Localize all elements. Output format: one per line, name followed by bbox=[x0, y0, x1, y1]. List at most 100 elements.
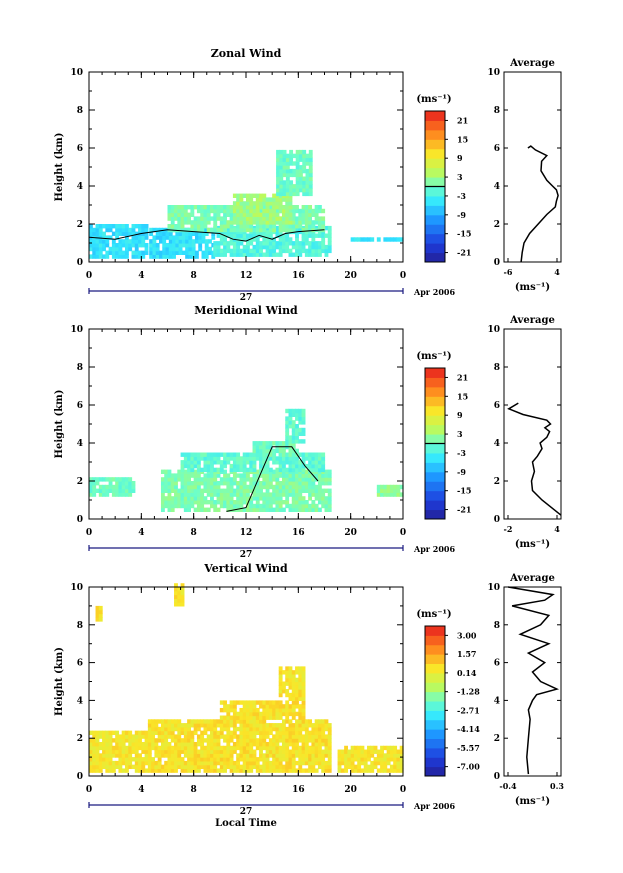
heatmap-cell bbox=[281, 467, 286, 473]
heatmap-cell bbox=[118, 481, 123, 486]
heatmap-cell bbox=[223, 749, 227, 754]
heatmap-cell bbox=[226, 233, 231, 238]
heatmap-cell bbox=[164, 488, 169, 493]
heatmap-cell bbox=[108, 745, 113, 751]
heatmap-cell bbox=[115, 254, 120, 259]
panel-title: Meridional Wind bbox=[194, 304, 298, 317]
heatmap-cell bbox=[278, 715, 283, 720]
heatmap-cell bbox=[272, 227, 277, 233]
heatmap-cell bbox=[281, 473, 286, 478]
heatmap-cell bbox=[255, 745, 260, 751]
heatmap-cell bbox=[190, 757, 195, 762]
heatmap-cell bbox=[167, 216, 172, 221]
heatmap-cell bbox=[164, 768, 169, 773]
heatmap-cell bbox=[255, 715, 260, 720]
heatmap-cell bbox=[298, 696, 303, 701]
heatmap-cell bbox=[210, 452, 214, 457]
heatmap-cell bbox=[288, 673, 293, 679]
heatmap-cell bbox=[301, 670, 306, 675]
heatmap-cell bbox=[276, 153, 280, 159]
heatmap-cell bbox=[301, 431, 306, 436]
heatmap-cell bbox=[298, 157, 303, 162]
heatmap-cell bbox=[196, 738, 201, 743]
heatmap-cell bbox=[191, 243, 196, 248]
heatmap-cell bbox=[111, 745, 116, 751]
average-y-tick-label: 10 bbox=[487, 583, 500, 593]
heatmap-cell bbox=[211, 235, 216, 240]
heatmap-cell bbox=[246, 227, 250, 233]
heatmap-cell bbox=[347, 764, 352, 770]
heatmap-cell bbox=[223, 488, 227, 493]
heatmap-cell bbox=[350, 757, 355, 762]
heatmap-cell bbox=[144, 246, 149, 252]
heatmap-cell bbox=[265, 753, 270, 758]
heatmap-cell bbox=[298, 753, 303, 758]
average-frame bbox=[503, 586, 562, 777]
heatmap-cell bbox=[180, 741, 185, 747]
heatmap-cell bbox=[285, 757, 290, 762]
heatmap-cell bbox=[383, 484, 388, 490]
heatmap-cell bbox=[347, 757, 352, 762]
heatmap-cell bbox=[223, 726, 227, 732]
heatmap-cell bbox=[249, 233, 254, 238]
heatmap-cell bbox=[157, 749, 162, 754]
heatmap-cell bbox=[308, 749, 313, 754]
heatmap-cell bbox=[242, 244, 247, 250]
heatmap-cell bbox=[383, 237, 388, 242]
heatmap-cell bbox=[298, 408, 303, 414]
y-tick-label: 8 bbox=[77, 363, 83, 373]
heatmap-cell bbox=[164, 749, 169, 754]
heatmap-cell bbox=[102, 477, 106, 482]
heatmap-cell bbox=[203, 473, 208, 478]
heatmap-cell bbox=[298, 212, 303, 217]
heatmap-cell bbox=[289, 187, 294, 193]
heatmap-cell bbox=[92, 749, 97, 754]
heatmap-cell bbox=[177, 473, 182, 478]
heatmap-cell bbox=[268, 484, 273, 490]
heatmap-cell bbox=[304, 248, 309, 254]
heatmap-cell bbox=[200, 205, 205, 210]
heatmap-cell bbox=[89, 488, 93, 493]
colorbar-tick-label: 3 bbox=[457, 172, 463, 182]
heatmap-cell bbox=[232, 233, 237, 238]
heatmap-cell bbox=[118, 246, 123, 252]
heatmap-cell bbox=[255, 220, 260, 225]
heatmap-cell bbox=[121, 738, 126, 743]
heatmap-cell bbox=[298, 420, 303, 425]
heatmap-cell bbox=[249, 201, 254, 206]
heatmap-cell bbox=[236, 205, 241, 210]
heatmap-cell bbox=[288, 734, 293, 739]
heatmap-cell bbox=[301, 488, 306, 493]
heatmap-cell bbox=[102, 741, 106, 747]
heatmap-cell bbox=[134, 224, 139, 229]
heatmap-cell bbox=[177, 734, 182, 739]
heatmap-cell bbox=[92, 250, 97, 255]
heatmap-cell bbox=[285, 212, 290, 217]
heatmap-cell bbox=[285, 427, 290, 433]
heatmap-cell bbox=[304, 738, 309, 743]
heatmap-cell bbox=[285, 666, 290, 671]
heatmap-cell bbox=[268, 730, 273, 736]
heatmap-cell bbox=[298, 477, 303, 482]
heatmap-cell bbox=[229, 757, 234, 762]
heatmap-cell bbox=[128, 243, 133, 248]
heatmap-cell bbox=[278, 492, 283, 497]
heatmap-cell bbox=[376, 492, 381, 497]
heatmap-cell bbox=[389, 749, 394, 754]
heatmap-cell bbox=[226, 473, 231, 478]
heatmap-cell bbox=[295, 252, 299, 257]
heatmap-cell bbox=[213, 452, 218, 457]
heatmap-cell bbox=[295, 768, 299, 773]
heatmap-cell bbox=[200, 757, 205, 762]
heatmap-cell bbox=[201, 231, 206, 236]
colorbar-tick-label: -21 bbox=[457, 505, 471, 515]
heatmap-cell bbox=[295, 220, 299, 225]
heatmap-cell bbox=[324, 473, 329, 478]
heatmap-cell bbox=[282, 180, 287, 185]
heatmap-cell bbox=[232, 764, 237, 770]
heatmap-cell bbox=[196, 719, 201, 724]
heatmap-cell bbox=[288, 197, 293, 202]
heatmap-cell bbox=[246, 233, 250, 238]
heatmap-cell bbox=[288, 477, 293, 482]
heatmap-cell bbox=[134, 235, 139, 240]
